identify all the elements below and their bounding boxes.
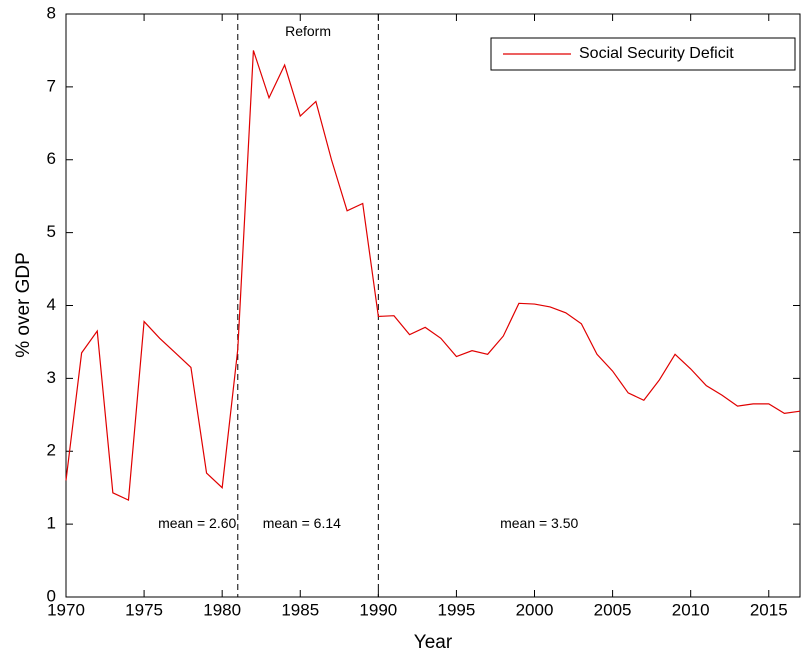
y-tick-label: 6 [47, 149, 56, 168]
y-tick-label: 0 [47, 586, 56, 605]
x-axis-label: Year [414, 632, 453, 653]
x-tick-label: 2000 [516, 600, 554, 619]
x-tick-label: 1975 [125, 600, 163, 619]
x-tick-label: 2010 [672, 600, 710, 619]
y-tick-label: 4 [47, 295, 56, 314]
annotation: mean = 6.14 [263, 515, 341, 531]
y-tick-label: 5 [47, 222, 56, 241]
x-tick-label: 2015 [750, 600, 788, 619]
y-tick-label: 8 [47, 3, 56, 22]
annotation: Reform [285, 23, 331, 39]
x-tick-label: 2005 [594, 600, 632, 619]
annotation: mean = 2.60 [158, 515, 236, 531]
data-line [65, 50, 801, 501]
y-axis-label: % over GDP [13, 252, 34, 358]
x-tick-label: 1995 [438, 600, 476, 619]
legend-box [490, 37, 796, 71]
x-tick-label: 1970 [47, 600, 85, 619]
y-tick-label: 1 [47, 514, 56, 533]
annotation: mean = 3.50 [500, 515, 578, 531]
y-tick-label: 2 [47, 441, 56, 460]
x-tick-label: 1980 [203, 600, 241, 619]
legend-label: Social Security Deficit [579, 45, 734, 62]
plot-area [65, 13, 801, 598]
x-tick-label: 1990 [359, 600, 397, 619]
x-tick-label: 1985 [281, 600, 319, 619]
y-tick-label: 3 [47, 368, 56, 387]
y-tick-label: 7 [47, 76, 56, 95]
